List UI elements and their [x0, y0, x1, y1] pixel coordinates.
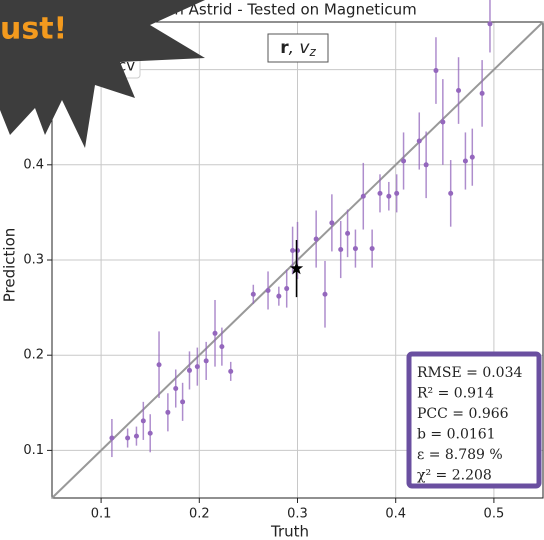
x-tick-label: 0.2 [189, 507, 210, 522]
point [423, 162, 429, 168]
label-box [267, 33, 329, 63]
point [212, 330, 218, 336]
x-axis-label: Truth [270, 523, 309, 540]
point [401, 158, 407, 164]
point [456, 88, 462, 94]
point [125, 435, 131, 441]
label-text: r, vz [280, 38, 316, 59]
point [345, 230, 351, 236]
point [338, 247, 344, 253]
point [469, 154, 475, 160]
point [289, 261, 304, 275]
point [360, 193, 366, 199]
point [416, 138, 422, 144]
x-tick-label: 0.4 [385, 507, 406, 522]
stats-line: RMSE = 0.034 [417, 365, 522, 381]
point [140, 418, 146, 424]
point [186, 367, 192, 373]
point [147, 430, 153, 436]
label-part: , v [289, 38, 311, 58]
point [194, 364, 200, 370]
point [394, 190, 400, 196]
point [448, 190, 454, 196]
stats-line: χ² = 2.208 [417, 468, 492, 484]
overlay-text: ust! [0, 12, 67, 47]
point [250, 291, 256, 297]
stats-box [406, 351, 542, 489]
starburst [0, 0, 205, 148]
point [329, 220, 335, 226]
stats-line: ε = 8.789 % [417, 447, 503, 463]
point [386, 193, 392, 199]
point [479, 90, 485, 96]
point [290, 247, 296, 253]
y-tick-label: 0.2 [23, 348, 44, 363]
x-tick-label: 0.1 [91, 507, 112, 522]
point [440, 119, 446, 125]
point [295, 247, 300, 253]
x-tick-label: 0.3 [287, 507, 308, 522]
point [313, 236, 319, 242]
point [352, 246, 358, 252]
point [369, 246, 375, 252]
stats-line: b = 0.0161 [417, 427, 496, 443]
y-tick-label: 0.4 [23, 157, 44, 172]
point [433, 68, 439, 74]
point [109, 435, 115, 441]
y-axis-label: Prediction [1, 228, 19, 303]
label-part: r [280, 38, 289, 58]
point [462, 158, 468, 164]
point [219, 344, 225, 350]
chart-title: ined on Astrid - Tested on Magneticum [128, 1, 417, 19]
point [180, 399, 186, 405]
point [173, 386, 179, 392]
label-part: z [308, 45, 316, 59]
point [276, 293, 282, 299]
point [165, 409, 171, 415]
point [156, 362, 162, 368]
plot-frame [51, 21, 544, 499]
point [228, 368, 234, 374]
x-tick-label: 0.5 [484, 507, 505, 522]
point [203, 358, 209, 364]
y-tick-label: 0.1 [23, 443, 44, 458]
point [487, 21, 493, 27]
stats-line: R² = 0.914 [417, 386, 494, 402]
point [133, 433, 139, 439]
y-tick-label: 0.3 [23, 253, 44, 268]
point [377, 190, 383, 196]
stats-line: PCC = 0.966 [417, 406, 509, 422]
point [322, 291, 328, 297]
point [284, 286, 290, 292]
point [265, 287, 271, 293]
